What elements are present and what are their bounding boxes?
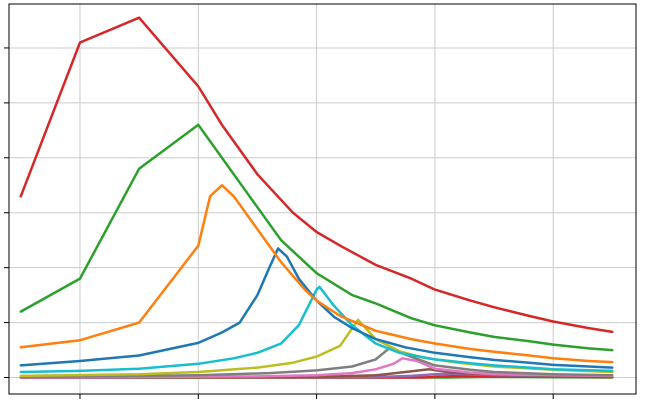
axis-ticks [4,47,554,399]
series-line-0 [19,16,614,334]
series-line-7 [19,357,614,379]
series-line-1 [19,123,614,352]
plot-area [9,4,636,394]
series-line-2 [19,184,614,364]
series-lines [19,16,614,379]
plot-frame [8,3,637,395]
series-line-4 [19,285,614,374]
